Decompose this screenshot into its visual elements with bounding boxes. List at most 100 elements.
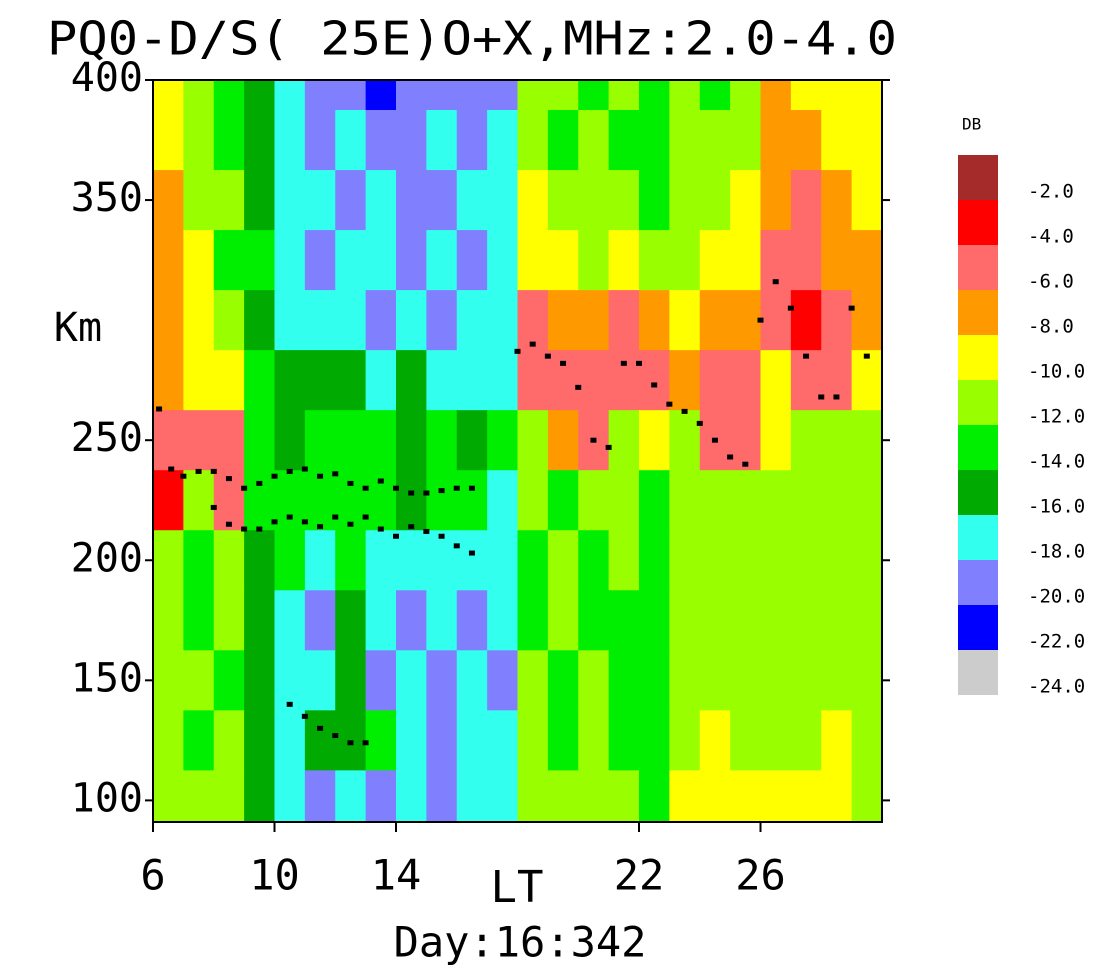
heatmap-cell [608, 230, 640, 291]
heatmap-cell [517, 710, 549, 771]
heatmap-cell [639, 770, 670, 822]
colorbar-label: -6.0 [1028, 271, 1074, 293]
heatmap-cell [213, 410, 245, 471]
heatmap-cell [487, 770, 518, 822]
trace-dot [408, 490, 415, 496]
heatmap-cell [153, 590, 184, 651]
heatmap-cell [365, 110, 397, 171]
heatmap-cell [487, 350, 518, 411]
heatmap-cell [608, 80, 640, 111]
heatmap-cell [304, 470, 336, 531]
heatmap-cell [244, 170, 275, 231]
heatmap-cell [547, 530, 579, 591]
heatmap-cell [426, 110, 458, 171]
x-tick-label: 14 [371, 851, 422, 900]
colorbar-label: -22.0 [1028, 631, 1085, 653]
trace-dot [560, 360, 567, 366]
heatmap-cell [304, 410, 336, 471]
heatmap-cell [426, 770, 458, 822]
heatmap-cell [517, 110, 549, 171]
heatmap-cell [669, 110, 701, 171]
heatmap-cell [487, 170, 518, 231]
heatmap-cell [639, 230, 670, 291]
trace-dot [347, 521, 354, 527]
heatmap-cell [760, 530, 792, 591]
heatmap-cell [274, 470, 306, 531]
trace-dot [393, 533, 399, 539]
heatmap-cell [183, 80, 215, 111]
heatmap-cell [244, 650, 275, 711]
colorbar-label: -12.0 [1028, 406, 1085, 428]
heatmap-cell [547, 350, 579, 411]
heatmap-cell [153, 80, 184, 111]
trace-dot [514, 348, 521, 354]
heatmap-cell [487, 110, 518, 171]
chart-title: PQ0-D/S( 25E)O+X,MHz:2.0-4.0 [47, 12, 897, 66]
heatmap-cell [790, 110, 822, 171]
heatmap-cell [760, 110, 792, 171]
heatmap-cell [730, 710, 761, 771]
heatmap-cell [456, 590, 488, 651]
heatmap-cell [365, 230, 397, 291]
heatmap-cell [244, 590, 275, 651]
y-tick-label: 400 [71, 55, 143, 101]
heatmap-cell [365, 170, 397, 231]
colorbar-swatch [958, 200, 998, 245]
colorbar-label: -18.0 [1028, 541, 1085, 563]
heatmap-cell [426, 410, 458, 471]
heatmap-cell [517, 590, 549, 651]
heatmap-cell [244, 290, 275, 351]
x-tick-label: 10 [249, 851, 300, 900]
heatmap-cell [669, 290, 701, 351]
heatmap-cell [578, 290, 610, 351]
heatmap-cell [153, 170, 184, 231]
heatmap-cell [821, 590, 853, 651]
heatmap-cell [639, 110, 670, 171]
heatmap-cell [487, 710, 518, 771]
heatmap-cell [699, 350, 731, 411]
heatmap-cell [851, 410, 882, 471]
heatmap-cell [274, 410, 306, 471]
trace-dot [681, 408, 688, 414]
colorbar-swatch [958, 650, 998, 695]
heatmap-cell [153, 290, 184, 351]
heatmap-cell [608, 590, 640, 651]
heatmap-cell [304, 230, 336, 291]
heatmap-cell [669, 470, 701, 531]
heatmap-cell [153, 350, 184, 411]
heatmap-cell [274, 770, 306, 822]
heatmap-cell [760, 80, 792, 111]
heatmap-cell [730, 230, 761, 291]
trace-dot [818, 394, 825, 400]
heatmap-cell [365, 290, 397, 351]
x-axis-sublabel: Day:16:342 [394, 918, 647, 967]
colorbar-label: -24.0 [1028, 676, 1085, 698]
heatmap-cell [517, 230, 549, 291]
heatmap-cell [669, 230, 701, 291]
heatmap-cell [335, 470, 367, 531]
heatmap-cell [821, 770, 853, 822]
colorbar-label: -4.0 [1028, 226, 1074, 248]
heatmap-cell [396, 710, 427, 771]
trace-dot [225, 476, 232, 482]
trace-dot [772, 279, 779, 285]
trace-dot [332, 514, 339, 520]
heatmap-cell [487, 230, 518, 291]
colorbar-swatch [958, 245, 998, 290]
heatmap-cell [699, 110, 731, 171]
heatmap-cell [304, 710, 336, 771]
trace-dot [651, 382, 658, 388]
heatmap-cell [274, 710, 306, 771]
trace-dot [863, 353, 870, 359]
heatmap-cell [730, 770, 761, 822]
heatmap-cell [730, 590, 761, 651]
heatmap-cell [699, 710, 731, 771]
heatmap-cell [365, 650, 397, 711]
trace-dot [317, 473, 324, 479]
heatmap-cell [153, 110, 184, 171]
heatmap-cell [213, 650, 245, 711]
heatmap-cell [396, 110, 427, 171]
heatmap-cell [790, 350, 822, 411]
heatmap-cell [821, 170, 853, 231]
heatmap-cell [213, 590, 245, 651]
